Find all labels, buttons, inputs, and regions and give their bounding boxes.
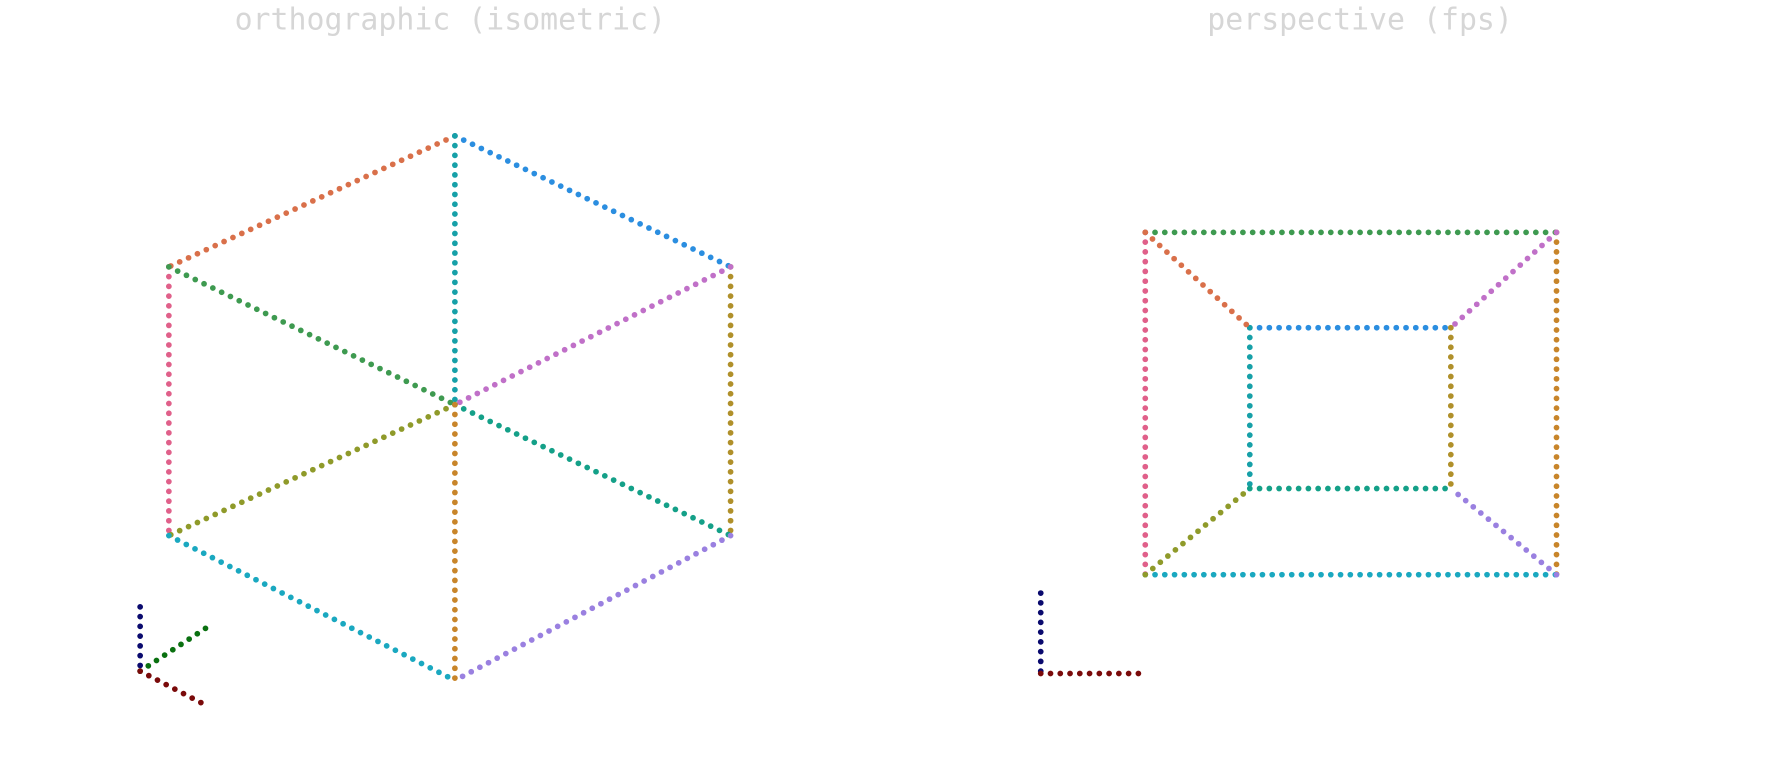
axis-gizmo [137, 668, 210, 709]
panel-title: orthographic (isometric) [235, 3, 666, 38]
cube-edge [1447, 485, 1560, 578]
cube-edge [165, 532, 458, 684]
wireframes [137, 133, 1560, 709]
cube-edge [452, 532, 734, 684]
cube-edge [452, 401, 734, 539]
cube-edge [452, 133, 734, 270]
cube-edge [165, 263, 458, 408]
cube-edge [452, 263, 734, 408]
panel-title: perspective (fps) [1207, 3, 1513, 38]
cube-edge [1142, 229, 1253, 331]
cube-edge [165, 133, 458, 270]
axis-gizmo [137, 624, 210, 675]
cube-edge [1142, 485, 1253, 578]
cube-edge [165, 401, 458, 539]
cube-edge [1447, 229, 1560, 331]
